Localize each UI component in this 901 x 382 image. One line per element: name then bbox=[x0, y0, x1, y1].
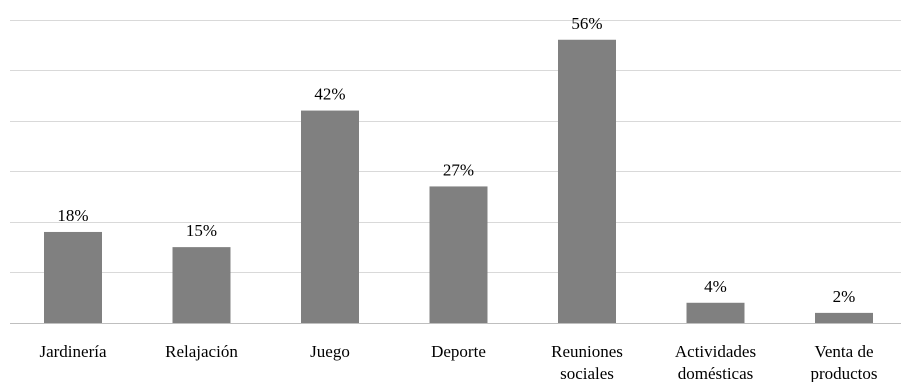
category-label: domésticas bbox=[678, 364, 754, 382]
data-label: 15% bbox=[186, 221, 217, 240]
category-label: Venta de bbox=[814, 342, 873, 361]
category-label: Jardinería bbox=[39, 342, 106, 361]
data-label: 4% bbox=[704, 277, 727, 296]
category-label: productos bbox=[810, 364, 877, 382]
category-label: Deporte bbox=[431, 342, 486, 361]
category-label: Juego bbox=[310, 342, 350, 361]
data-label: 56% bbox=[571, 14, 602, 33]
bar bbox=[686, 302, 745, 323]
bar bbox=[815, 312, 873, 323]
category-label: Relajación bbox=[165, 342, 238, 361]
bar bbox=[429, 186, 488, 323]
category-label: Actividades bbox=[675, 342, 756, 361]
category-label: Reuniones bbox=[551, 342, 623, 361]
data-label: 42% bbox=[314, 85, 345, 104]
category-labels: Jardinería Relajación Juego Deporte Reunione… bbox=[39, 342, 877, 382]
data-label: 2% bbox=[833, 287, 856, 306]
bar bbox=[301, 110, 359, 324]
category-label: sociales bbox=[560, 364, 614, 382]
bars bbox=[44, 39, 873, 324]
bar bbox=[558, 39, 616, 323]
data-labels: 18% 15% 42% 27% 56% 4% 2% bbox=[57, 14, 855, 306]
bar bbox=[172, 247, 231, 323]
bar bbox=[44, 231, 102, 323]
data-label: 27% bbox=[443, 160, 474, 179]
data-label: 18% bbox=[57, 206, 88, 225]
